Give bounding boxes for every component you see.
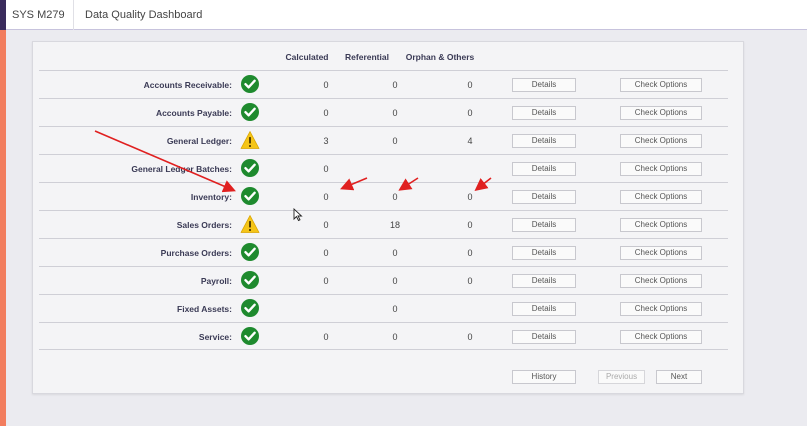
dashboard-panel: Calculated Referential Orphan & Others A…: [32, 41, 744, 394]
calculated-value: 0: [323, 80, 329, 90]
calculated-value: 0: [323, 248, 329, 258]
module-label: General Ledger Batches:: [131, 164, 232, 174]
column-header-orphan: Orphan & Others: [405, 52, 475, 62]
table-row: Service: 0 0 0 Details Check Options: [39, 322, 728, 350]
module-label: Accounts Payable:: [155, 108, 232, 118]
calculated-value: 0: [323, 220, 329, 230]
details-button[interactable]: Details: [512, 78, 576, 92]
orphan-value: 0: [467, 332, 473, 342]
check-icon: [240, 270, 260, 290]
details-button[interactable]: Details: [512, 190, 576, 204]
previous-button[interactable]: Previous: [598, 370, 645, 384]
referential-value: 0: [392, 304, 398, 314]
module-label: Inventory:: [190, 192, 232, 202]
details-button[interactable]: Details: [512, 162, 576, 176]
details-button[interactable]: Details: [512, 246, 576, 260]
check-icon: [240, 158, 260, 178]
calculated-value: 0: [323, 332, 329, 342]
system-name: SYS M279: [12, 9, 65, 21]
module-label: General Ledger:: [166, 136, 232, 146]
check-options-button[interactable]: Check Options: [620, 302, 702, 316]
module-label: Fixed Assets:: [177, 304, 232, 314]
table-row: Inventory: 0 0 0 Details Check Options: [39, 182, 728, 210]
check-icon: [240, 74, 260, 94]
table-row: Accounts Receivable: 0 0 0 Details Check…: [39, 70, 728, 98]
calculated-value: 0: [323, 164, 329, 174]
table-row: Accounts Payable: 0 0 0 Details Check Op…: [39, 98, 728, 126]
orphan-value: 0: [467, 192, 473, 202]
history-button[interactable]: History: [512, 370, 576, 384]
check-options-button[interactable]: Check Options: [620, 106, 702, 120]
orphan-value: 0: [467, 248, 473, 258]
details-button[interactable]: Details: [512, 302, 576, 316]
orphan-value: 0: [467, 276, 473, 286]
referential-value: 18: [389, 220, 400, 230]
module-label: Sales Orders:: [176, 220, 232, 230]
table-row: Fixed Assets: 0 Details Check Options: [39, 294, 728, 322]
check-icon: [240, 242, 260, 262]
calculated-value: 0: [323, 276, 329, 286]
table-row: Sales Orders: 0 18 0 Details Check Optio…: [39, 210, 728, 238]
referential-value: 0: [392, 108, 398, 118]
check-options-button[interactable]: Check Options: [620, 134, 702, 148]
referential-value: 0: [392, 276, 398, 286]
referential-value: 0: [392, 332, 398, 342]
check-options-button[interactable]: Check Options: [620, 162, 702, 176]
details-button[interactable]: Details: [512, 134, 576, 148]
column-header-referential: Referential: [345, 52, 389, 62]
table-row: Payroll: 0 0 0 Details Check Options: [39, 266, 728, 294]
check-options-button[interactable]: Check Options: [620, 274, 702, 288]
table-row: General Ledger Batches: 0 Details Check …: [39, 154, 728, 182]
referential-value: 0: [392, 80, 398, 90]
check-icon: [240, 298, 260, 318]
sidebar-strip: [0, 0, 6, 426]
table-row: General Ledger: 3 0 4 Details Check Opti…: [39, 126, 728, 154]
orphan-value: 4: [467, 136, 473, 146]
details-button[interactable]: Details: [512, 106, 576, 120]
top-bar: SYS M279 Data Quality Dashboard: [6, 0, 807, 30]
module-label: Purchase Orders:: [160, 248, 232, 258]
orphan-value: 0: [467, 220, 473, 230]
details-button[interactable]: Details: [512, 218, 576, 232]
calculated-value: 3: [323, 136, 329, 146]
orphan-value: 0: [467, 108, 473, 118]
sidebar-logo-block: [0, 0, 6, 30]
check-options-button[interactable]: Check Options: [620, 190, 702, 204]
mouse-cursor-icon: [293, 208, 303, 222]
topbar-divider: [73, 0, 74, 30]
warning-icon: [240, 130, 260, 150]
module-label: Service:: [198, 332, 232, 342]
check-icon: [240, 186, 260, 206]
check-options-button[interactable]: Check Options: [620, 246, 702, 260]
table-row: Purchase Orders: 0 0 0 Details Check Opt…: [39, 238, 728, 266]
warning-icon: [240, 214, 260, 234]
check-icon: [240, 102, 260, 122]
module-label: Accounts Receivable:: [143, 80, 232, 90]
module-label: Payroll:: [200, 276, 232, 286]
check-options-button[interactable]: Check Options: [620, 218, 702, 232]
column-header-calculated: Calculated: [285, 52, 329, 62]
details-button[interactable]: Details: [512, 330, 576, 344]
referential-value: 0: [392, 136, 398, 146]
orphan-value: 0: [467, 80, 473, 90]
check-icon: [240, 326, 260, 346]
check-options-button[interactable]: Check Options: [620, 78, 702, 92]
referential-value: 0: [392, 192, 398, 202]
details-button[interactable]: Details: [512, 274, 576, 288]
calculated-value: 0: [323, 192, 329, 202]
next-button[interactable]: Next: [656, 370, 702, 384]
page-title: Data Quality Dashboard: [85, 9, 203, 21]
module-list: Accounts Receivable: 0 0 0 Details Check…: [39, 70, 728, 350]
check-options-button[interactable]: Check Options: [620, 330, 702, 344]
referential-value: 0: [392, 248, 398, 258]
calculated-value: 0: [323, 108, 329, 118]
